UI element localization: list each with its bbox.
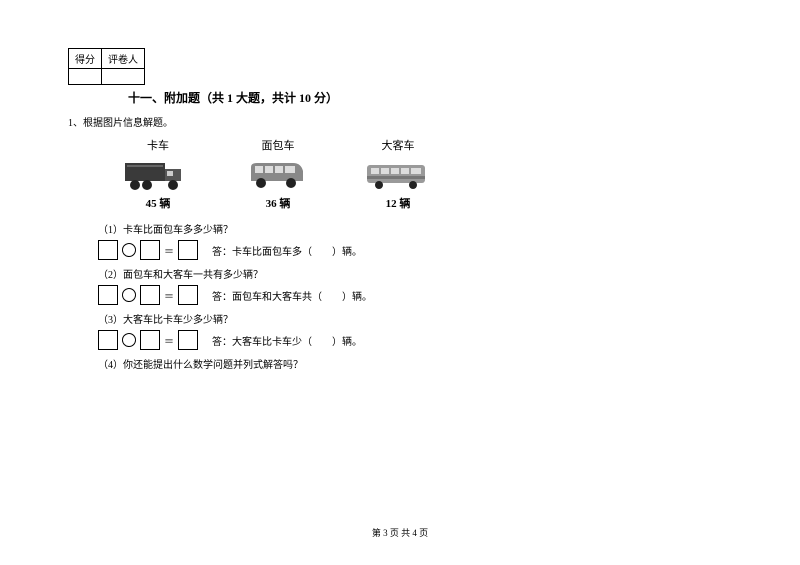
vehicle-label: 面包车 xyxy=(243,137,313,153)
vehicle-label: 卡车 xyxy=(123,137,193,153)
van-icon xyxy=(243,157,313,191)
vehicle-truck: 卡车 45 辆 xyxy=(123,137,193,211)
vehicles-row: 卡车 45 辆 面包车 xyxy=(68,137,732,211)
vehicle-label: 大客车 xyxy=(363,137,433,153)
equation-row-2: ＝ 答：面包车和大客车共（ ）辆。 xyxy=(68,285,732,305)
question-intro: 1、根据图片信息解题。 xyxy=(68,114,732,129)
operand-box xyxy=(98,330,118,350)
vehicle-count: 12 辆 xyxy=(363,195,433,211)
vehicle-count: 45 辆 xyxy=(123,195,193,211)
operator-circle xyxy=(122,288,136,302)
answer-text-1: 答：卡车比面包车多（ ）辆。 xyxy=(212,243,362,258)
operand-box xyxy=(98,240,118,260)
operand-box xyxy=(98,285,118,305)
operator-circle xyxy=(122,333,136,347)
page-footer: 第 3 页 共 4 页 xyxy=(0,526,800,539)
equals-sign: ＝ xyxy=(164,333,174,348)
truck-icon xyxy=(123,157,193,191)
score-cell-label: 得分 xyxy=(69,49,102,69)
section-title: 十一、附加题（共 1 大题，共计 10 分） xyxy=(128,89,732,106)
equation-row-3: ＝ 答：大客车比卡车少（ ）辆。 xyxy=(68,330,732,350)
result-box xyxy=(178,285,198,305)
equals-sign: ＝ xyxy=(164,243,174,258)
operator-circle xyxy=(122,243,136,257)
answer-text-2: 答：面包车和大客车共（ ）辆。 xyxy=(212,288,372,303)
operand-box xyxy=(140,285,160,305)
score-grader-table: 得分 评卷人 xyxy=(68,48,145,85)
vehicle-van: 面包车 36 辆 xyxy=(243,137,313,211)
equals-sign: ＝ xyxy=(164,288,174,303)
result-box xyxy=(178,240,198,260)
vehicle-count: 36 辆 xyxy=(243,195,313,211)
score-cell-blank xyxy=(69,69,102,85)
grader-cell-label: 评卷人 xyxy=(102,49,145,69)
result-box xyxy=(178,330,198,350)
sub-question-1: （1）卡车比面包车多多少辆？ xyxy=(68,221,732,236)
sub-question-4: （4）你还能提出什么数学问题并列式解答吗？ xyxy=(68,356,732,371)
operand-box xyxy=(140,240,160,260)
answer-text-3: 答：大客车比卡车少（ ）辆。 xyxy=(212,333,362,348)
vehicle-bus: 大客车 12 辆 xyxy=(363,137,433,211)
bus-icon xyxy=(363,157,433,191)
grader-cell-blank xyxy=(102,69,145,85)
operand-box xyxy=(140,330,160,350)
sub-question-2: （2）面包车和大客车一共有多少辆？ xyxy=(68,266,732,281)
equation-row-1: ＝ 答：卡车比面包车多（ ）辆。 xyxy=(68,240,732,260)
sub-question-3: （3）大客车比卡车少多少辆？ xyxy=(68,311,732,326)
